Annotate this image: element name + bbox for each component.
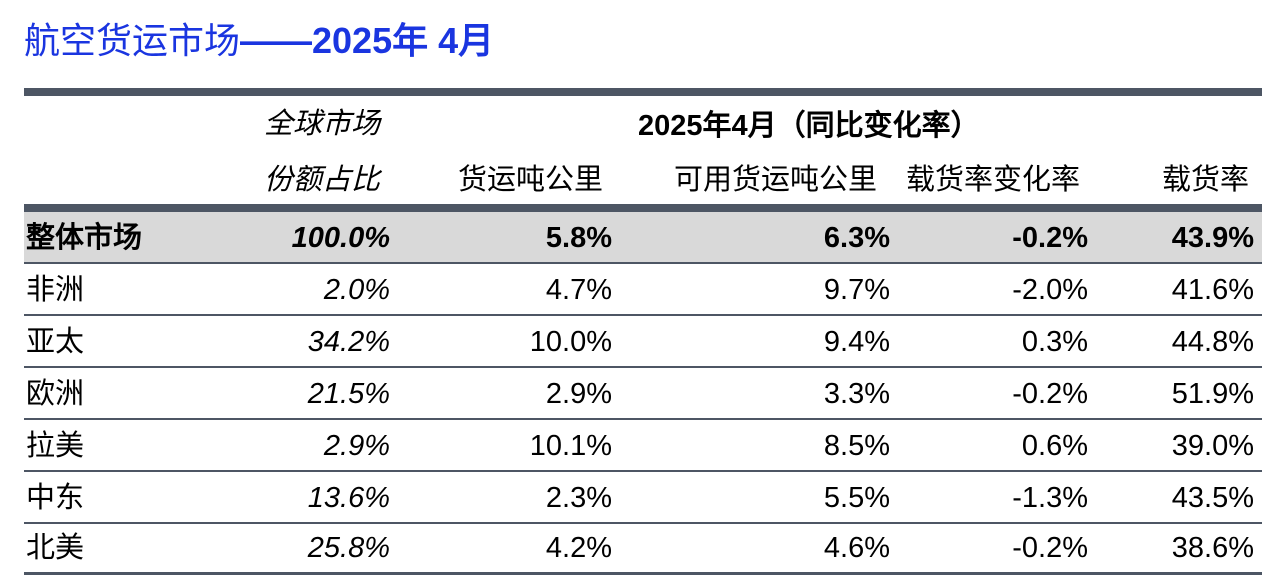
header-col-ctk: 货运吨公里	[458, 164, 604, 196]
row-share: 25.8%	[307, 532, 390, 564]
table-top-rule	[24, 88, 1262, 96]
row-region: 拉美	[26, 430, 85, 462]
row-divider	[24, 314, 1262, 316]
row-actk: 3.3%	[823, 378, 890, 410]
row-clf: 38.6%	[1171, 532, 1254, 564]
row-ctk: 10.1%	[529, 430, 612, 462]
row-region: 北美	[26, 532, 85, 564]
row-divider	[24, 418, 1262, 420]
header-share-line1: 全球市场	[264, 108, 381, 140]
table-row: 欧洲 21.5% 2.9% 3.3% -0.2% 51.9%	[24, 368, 1262, 420]
table-row: 中东 13.6% 2.3% 5.5% -1.3% 43.5%	[24, 472, 1262, 524]
header-col-clf-change: 载货率变化率	[906, 164, 1081, 196]
title-period: ——2025年 4月	[240, 20, 495, 61]
row-share: 100.0%	[291, 222, 390, 254]
row-region: 非洲	[26, 274, 85, 306]
row-actk: 5.5%	[823, 482, 890, 514]
row-clf: 43.9%	[1171, 222, 1254, 254]
row-ctk: 5.8%	[545, 222, 612, 254]
row-actk: 6.3%	[823, 222, 890, 254]
row-ctk: 4.7%	[545, 274, 612, 306]
row-share: 2.9%	[323, 430, 390, 462]
table-row: 非洲 2.0% 4.7% 9.7% -2.0% 41.6%	[24, 264, 1262, 316]
title-prefix: 航空货运市场	[24, 20, 241, 61]
header-col-actk: 可用货运吨公里	[674, 164, 878, 196]
table-row-total: 整体市场 100.0% 5.8% 6.3% -0.2% 43.9%	[24, 212, 1262, 264]
row-clf-change: -0.2%	[1012, 222, 1088, 254]
row-share: 13.6%	[307, 482, 390, 514]
row-clf: 39.0%	[1171, 430, 1254, 462]
row-divider	[24, 366, 1262, 368]
table-header-rule	[24, 204, 1262, 212]
row-region: 整体市场	[26, 222, 143, 254]
row-clf-change: 0.3%	[1021, 326, 1088, 358]
row-ctk: 4.2%	[545, 532, 612, 564]
row-clf: 44.8%	[1171, 326, 1254, 358]
row-share: 34.2%	[307, 326, 390, 358]
row-clf-change: 0.6%	[1021, 430, 1088, 462]
header-period-label: 2025年4月（同比变化率）	[638, 110, 980, 142]
table-bottom-rule	[24, 572, 1262, 575]
row-clf-change: -1.3%	[1012, 482, 1088, 514]
row-divider	[24, 262, 1262, 264]
row-divider	[24, 470, 1262, 472]
table-row: 北美 25.8% 4.2% 4.6% -0.2% 38.6%	[24, 522, 1262, 574]
row-region: 亚太	[26, 326, 85, 358]
table-row: 亚太 34.2% 10.0% 9.4% 0.3% 44.8%	[24, 316, 1262, 368]
row-clf-change: -0.2%	[1012, 532, 1088, 564]
row-actk: 9.7%	[823, 274, 890, 306]
row-divider	[24, 522, 1262, 524]
row-share: 2.0%	[323, 274, 390, 306]
row-clf: 41.6%	[1171, 274, 1254, 306]
row-clf-change: -0.2%	[1012, 378, 1088, 410]
row-ctk: 2.3%	[545, 482, 612, 514]
row-clf-change: -2.0%	[1012, 274, 1088, 306]
page-title: 航空货运市场——2025年 4月	[24, 14, 494, 68]
row-actk: 4.6%	[823, 532, 890, 564]
row-actk: 9.4%	[823, 326, 890, 358]
row-region: 欧洲	[26, 378, 85, 410]
row-clf: 43.5%	[1171, 482, 1254, 514]
row-ctk: 2.9%	[545, 378, 612, 410]
row-share: 21.5%	[307, 378, 390, 410]
header-col-clf: 载货率	[1162, 164, 1250, 196]
table-row: 拉美 2.9% 10.1% 8.5% 0.6% 39.0%	[24, 420, 1262, 472]
row-actk: 8.5%	[823, 430, 890, 462]
row-region: 中东	[26, 482, 85, 514]
row-ctk: 10.0%	[529, 326, 612, 358]
row-clf: 51.9%	[1171, 378, 1254, 410]
header-share-line2: 份额占比	[264, 164, 381, 196]
